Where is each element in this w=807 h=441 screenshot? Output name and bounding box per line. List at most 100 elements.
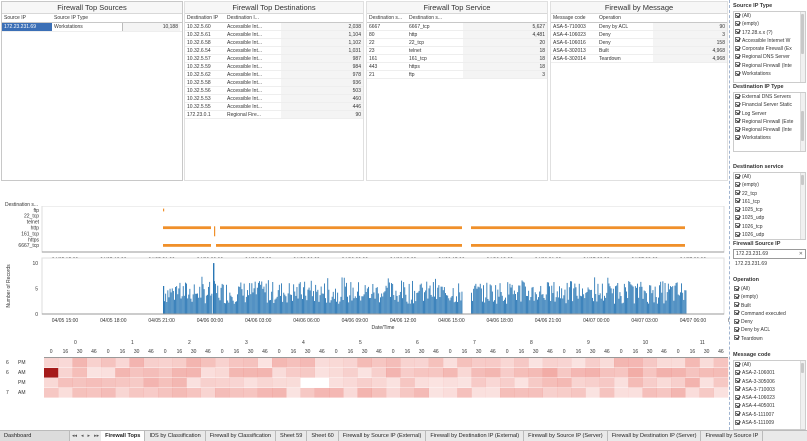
filter-option[interactable]: ASA-5-111009	[734, 419, 805, 427]
filter-option[interactable]: Regional DNS Server	[734, 53, 805, 61]
cell[interactable]: 10.32.5.57	[187, 56, 211, 62]
checkbox-icon[interactable]	[735, 110, 740, 116]
filter-option[interactable]: Deny	[733, 318, 806, 326]
scrollbar-thumb[interactable]	[801, 14, 804, 54]
table-row[interactable]: 10.32.6.54 Accessible Int... 1,031	[185, 47, 363, 55]
cell[interactable]: 172.23.0.1	[187, 112, 211, 118]
table-row[interactable]: 6667 6667_tcp 5,627	[367, 23, 547, 31]
table-row[interactable]: 10.32.5.60 Accessible Int... 2,038	[185, 23, 363, 31]
cell[interactable]: Built	[599, 48, 609, 54]
cell-value[interactable]: 20	[463, 39, 547, 46]
checkbox-icon[interactable]	[735, 53, 740, 59]
cell-value[interactable]: 90	[281, 111, 363, 118]
table-row[interactable]: 10.32.5.58 Accessible Int... 936	[185, 79, 363, 87]
cell[interactable]: 10.32.5.58	[187, 80, 211, 86]
checkbox-icon[interactable]	[735, 126, 740, 132]
filter-option[interactable]: Corporate Firewall (Ex	[734, 45, 805, 53]
checkbox-icon[interactable]	[735, 118, 740, 124]
filter-option[interactable]: (All)	[734, 361, 805, 369]
cell-value[interactable]: 1,104	[281, 31, 363, 38]
table-row[interactable]: 10.32.5.55 Accessible Int... 446	[185, 103, 363, 111]
scrollbar[interactable]	[800, 173, 805, 239]
filter-option[interactable]: Deny by ACL	[733, 326, 806, 334]
scrollbar-thumb[interactable]	[801, 363, 804, 373]
cell[interactable]: ASA-6-302014	[553, 56, 586, 62]
filter-option[interactable]: Accessible Internet W	[734, 37, 805, 45]
checkbox-icon[interactable]	[735, 419, 740, 425]
tab-nav-button[interactable]: ▸	[87, 433, 91, 439]
table-row[interactable]: 22 22_tcp 20	[367, 39, 547, 47]
sheet-tab[interactable]: Firewall by Classification	[206, 431, 276, 441]
cell[interactable]: Accessible Int...	[227, 96, 263, 102]
checkbox-icon[interactable]	[734, 318, 739, 324]
cell[interactable]: Deny	[599, 32, 611, 38]
cell[interactable]: ASA-6-302013	[553, 48, 586, 54]
checkbox-icon[interactable]	[735, 62, 740, 68]
filter-option[interactable]: 1026_tcp	[734, 223, 805, 231]
table-row[interactable]: 10.32.6.58 Accessible Int... 1,102	[185, 39, 363, 47]
checkbox-icon[interactable]	[735, 190, 740, 196]
filter-option[interactable]: (empty)	[734, 20, 805, 28]
filter-option[interactable]: 1025_tcp	[734, 206, 805, 214]
filter-option[interactable]: External DNS Servers	[734, 93, 805, 101]
cell[interactable]: Accessible Int...	[227, 88, 263, 94]
cell[interactable]: 10.32.5.56	[187, 88, 211, 94]
cell[interactable]: 10.32.5.60	[187, 24, 211, 30]
checkbox-icon[interactable]	[735, 223, 740, 229]
filter-option[interactable]: 161_tcp	[734, 198, 805, 206]
filter-option[interactable]: (All)	[733, 285, 806, 293]
filter-option[interactable]: Teardown	[733, 335, 806, 343]
filter-option[interactable]: (empty)	[733, 293, 806, 301]
checkbox-icon[interactable]	[735, 29, 740, 35]
cell-value[interactable]: 2,038	[281, 23, 363, 30]
filter-option[interactable]: Command executed	[733, 310, 806, 318]
sheet-tab[interactable]: IDS by Classification	[145, 431, 206, 441]
filter-option[interactable]: 172.28.x.x (?)	[734, 29, 805, 37]
scrollbar[interactable]	[800, 93, 805, 151]
cell[interactable]: 443	[369, 64, 378, 70]
cell-value[interactable]: 3	[653, 31, 727, 38]
cell[interactable]: ASA-5-710003	[553, 24, 586, 30]
filter-option[interactable]: ASA-3-305006	[734, 378, 805, 386]
cell[interactable]: Deny by ACL	[599, 24, 629, 30]
filter-option[interactable]: (All)	[734, 173, 805, 181]
cell[interactable]: Regional Fire...	[227, 112, 261, 118]
table-row[interactable]: ASA-4-106023 Deny 3	[551, 31, 727, 39]
checkbox-icon[interactable]	[735, 231, 740, 237]
filter-option[interactable]: ASA-5-111007	[734, 411, 805, 419]
sheet-tab[interactable]: Firewall by Destination IP (Server)	[608, 431, 702, 441]
filter-option[interactable]: Workstations	[734, 134, 805, 142]
filter-option[interactable]: Log Server	[734, 110, 805, 118]
cell[interactable]: Teardown	[599, 56, 621, 62]
sheet-tab[interactable]: Sheet 59	[276, 431, 308, 441]
filter-option[interactable]: 22_tcp	[734, 190, 805, 198]
cell-value[interactable]: 5,627	[463, 23, 547, 30]
filter-option[interactable]: Built	[733, 302, 806, 310]
cell-value[interactable]: 3	[463, 71, 547, 78]
checkbox-icon[interactable]	[735, 37, 740, 43]
table-row[interactable]: 10.32.5.57 Accessible Int... 987	[185, 55, 363, 63]
filter-option[interactable]: Regional Firewall (Inte	[734, 126, 805, 134]
cell-value[interactable]: 460	[281, 95, 363, 102]
checkbox-icon[interactable]	[735, 394, 740, 400]
filter-option[interactable]: ASA-3-710003	[734, 386, 805, 394]
cell[interactable]: Accessible Int...	[227, 72, 263, 78]
table-row[interactable]: ASA-5-710003 Deny by ACL 90	[551, 23, 727, 31]
cell-value[interactable]: 936	[281, 79, 363, 86]
filter-option[interactable]: 1026_udp	[734, 231, 805, 239]
checkbox-icon[interactable]	[735, 411, 740, 417]
filter-option[interactable]: Regional Firewall (Exte	[734, 118, 805, 126]
checkbox-icon[interactable]	[735, 214, 740, 220]
table-row[interactable]: 161 161_tcp 18	[367, 55, 547, 63]
table-row[interactable]: 10.32.5.59 Accessible Int... 984	[185, 63, 363, 71]
filter-option[interactable]: ASA-4-106023	[734, 394, 805, 402]
cell[interactable]: 10.32.5.59	[187, 64, 211, 70]
checkbox-icon[interactable]	[735, 12, 740, 18]
sheet-tab[interactable]: Firewall by Source IP	[701, 431, 764, 441]
tab-nav-button[interactable]: ▸▸	[94, 433, 100, 439]
checkbox-icon[interactable]	[735, 93, 740, 99]
cell-value[interactable]: 446	[281, 103, 363, 110]
sheet-tab[interactable]: Sheet 60	[307, 431, 339, 441]
sheet-tab[interactable]: Dashboard	[0, 431, 70, 441]
table-row[interactable]: 10.32.5.56 Accessible Int... 503	[185, 87, 363, 95]
